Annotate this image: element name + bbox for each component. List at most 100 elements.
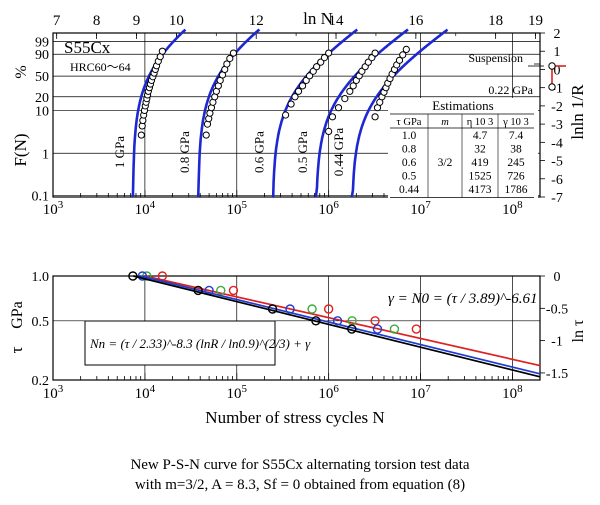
top-tick-label: 12 (249, 13, 264, 29)
data-point (298, 82, 307, 90)
y-axis-label: τ (7, 346, 26, 353)
data-point (349, 82, 357, 90)
data-point (202, 131, 210, 139)
table-cell: 245 (507, 157, 525, 169)
y-tick-label: 1.0 (32, 270, 50, 285)
equation-n: Nn = (τ / 2.33)^-8.3 (lnR / ln0.9)^(2/3)… (89, 336, 311, 351)
psn-line (144, 275, 541, 367)
y2-tick-label: 1 (554, 45, 561, 60)
data-point (325, 49, 333, 57)
top-tick-label: 19 (528, 13, 543, 29)
data-point (395, 56, 404, 64)
data-point (320, 54, 329, 62)
data-point (402, 45, 410, 54)
data-point (128, 271, 138, 281)
equation-n-box (84, 320, 276, 366)
x-tick-label: 104 (135, 199, 156, 218)
y2-tick-label: 0 (554, 270, 561, 285)
x-tick-label: 108 (502, 199, 523, 218)
data-point (223, 60, 231, 68)
data-point (371, 49, 379, 57)
table-title: Estimations (432, 98, 493, 113)
psn-curve-chart: 103 104 105 106 107 108 1.0 0.5 0.2 0 -0.5 -1 -1.5 τ G… (7, 270, 587, 427)
y2-tick-label: -6 (551, 173, 563, 188)
table-cell: 1786 (505, 184, 528, 196)
table-header: γ 10 3 (502, 117, 529, 128)
data-point (346, 87, 354, 95)
data-point (313, 63, 321, 71)
caption-line-1: New P-S-N curve for S55Cx alternating to… (130, 457, 470, 473)
data-point (226, 54, 234, 63)
data-point (157, 271, 168, 281)
caption-line-2: with m=3/2, A = 8.3, Sf = 0 obtained fro… (134, 477, 466, 493)
x-tick-label: 106 (318, 199, 339, 218)
table-cell: 0.44 (399, 184, 419, 196)
table-cell: 0.6 (402, 157, 417, 169)
plot-frame (52, 275, 541, 381)
table-header: η 10 3 (467, 117, 494, 128)
y2-tick-label: -5 (551, 155, 563, 170)
suspension-point (548, 83, 556, 91)
data-point (372, 324, 383, 334)
table-cell: 7.4 (509, 130, 524, 142)
data-point (216, 285, 226, 296)
table-header: m (441, 117, 449, 128)
x-tick-label: 106 (318, 383, 339, 402)
data-point (193, 285, 203, 296)
y2-tick-label: -1 (551, 335, 563, 350)
y-axis-unit: GPa (9, 301, 26, 329)
y-tick-label: 1 (42, 147, 49, 162)
x-tick-label: 105 (227, 199, 248, 218)
y-tick-label: 0.2 (32, 374, 50, 389)
x-axis-label: Number of stress cycles N (205, 408, 384, 427)
y2-tick-label: -7 (551, 191, 563, 206)
data-point (291, 93, 299, 101)
table-cell: 1.0 (402, 130, 417, 142)
data-point (317, 58, 325, 66)
data-point (370, 316, 380, 326)
suspension-stress-label: 0.22 GPa (488, 83, 533, 97)
table-cell: 419 (471, 157, 489, 169)
x-tick-label: 108 (502, 383, 523, 402)
top-tick-label: 9 (133, 13, 141, 29)
data-point (307, 304, 317, 314)
data-point (158, 47, 166, 55)
data-point (389, 324, 400, 334)
data-point (347, 324, 357, 334)
top-axis-label: ln N (303, 9, 333, 28)
top-tick-label: 7 (53, 13, 61, 29)
y2-axis-label: ln τ (570, 319, 587, 342)
data-point (229, 49, 238, 57)
y2-tick-label: -2 (551, 100, 563, 115)
x-tick-label: 105 (227, 383, 248, 402)
data-point (294, 87, 303, 95)
y2-axis-label: lnln 1/R (568, 84, 587, 140)
table-cell: 1525 (469, 171, 492, 183)
y-tick-label: 10 (35, 104, 49, 119)
x-tick-label: 103 (43, 383, 64, 402)
y2-tick-label: -1 (551, 82, 563, 97)
data-point (328, 113, 337, 121)
y-tick-label: 0.1 (32, 189, 50, 204)
data-point (341, 95, 349, 103)
material-label: S55Cx (64, 38, 111, 57)
x-tick-label: 103 (43, 199, 64, 218)
data-point (285, 304, 295, 314)
data-point (399, 51, 407, 59)
table-cell: 3/2 (438, 157, 453, 169)
suspension-point (548, 62, 556, 70)
top-tick-label: 16 (408, 13, 424, 29)
data-point (137, 271, 148, 281)
table-cell: 4.7 (473, 130, 488, 142)
top-tick-label: 18 (488, 13, 503, 29)
data-point (137, 131, 145, 139)
y2-tick-label: 0 (554, 63, 561, 78)
x-tick-label: 104 (135, 383, 156, 402)
data-point (287, 100, 295, 108)
y2-tick-label: -3 (551, 118, 563, 133)
data-point (305, 72, 314, 80)
data-point (323, 304, 334, 314)
x-tick-label: 107 (410, 199, 431, 218)
